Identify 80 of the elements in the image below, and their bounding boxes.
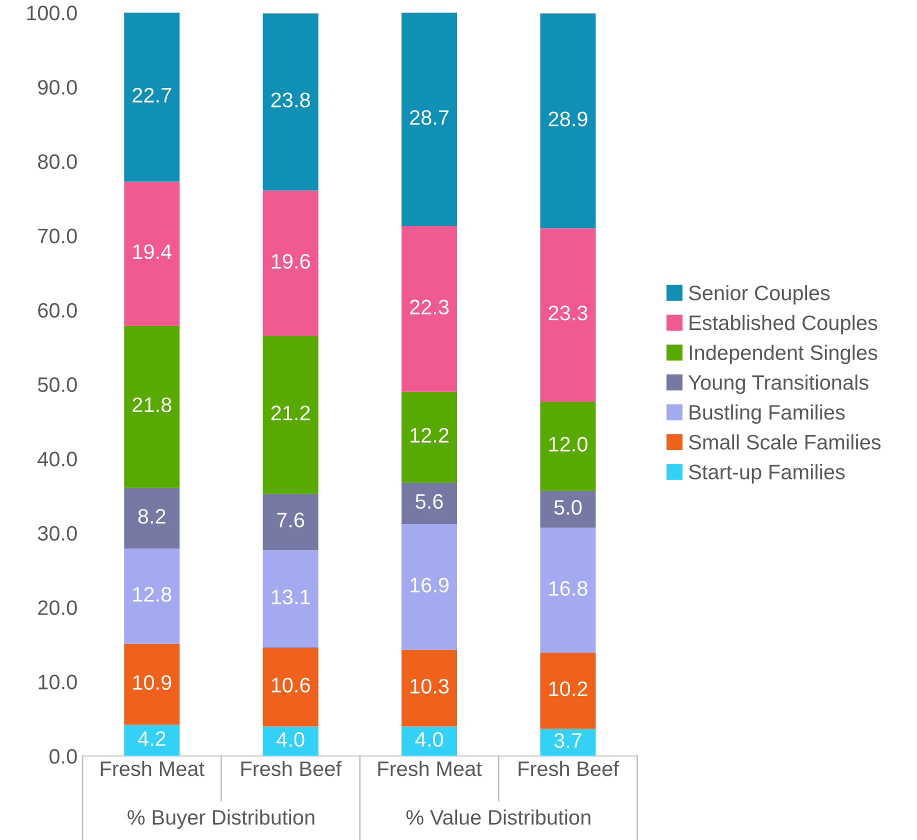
data-label: 4.2	[138, 731, 166, 746]
bar	[124, 181, 180, 326]
text: % Value Distribution	[406, 809, 590, 825]
bar	[262, 550, 318, 648]
bar	[402, 392, 458, 482]
data-label: 23.3	[548, 306, 588, 320]
y-tick-label: 80.0	[38, 154, 77, 170]
bar	[124, 488, 180, 549]
x-tick-label: Fresh Beef	[241, 760, 342, 776]
bar	[540, 228, 596, 402]
bar	[402, 650, 458, 726]
data-label: 28.9	[548, 112, 588, 126]
data-label: 12.2	[410, 428, 448, 442]
data-label: 21.8	[132, 397, 172, 412]
y-tick-label: 40.0	[38, 452, 77, 466]
bar	[262, 336, 318, 494]
legend-label: Bustling Families	[690, 404, 845, 424]
bar	[402, 482, 458, 524]
bar	[540, 528, 596, 653]
bar	[262, 190, 318, 336]
bar	[540, 728, 596, 756]
legend-label: Small Scale Families	[688, 434, 881, 450]
data-label: 28.7	[410, 110, 448, 125]
bar	[262, 647, 318, 726]
data-label: 12.0	[549, 436, 588, 452]
data-label: 3.7	[554, 733, 582, 748]
data-label: 22.7	[132, 88, 172, 102]
legend-label: Independent Singles	[690, 344, 878, 364]
data-label: 16.8	[549, 581, 588, 596]
y-tick-label: 0.0	[50, 749, 77, 764]
y-tick-label: 50.0	[38, 377, 77, 392]
bar	[540, 13, 596, 228]
data-label: 10.3	[410, 678, 449, 694]
data-label: 4.0	[415, 732, 443, 747]
y-tick-label: 30.0	[38, 526, 77, 541]
bar	[540, 401, 596, 491]
bar	[402, 524, 458, 650]
legend-label: Young Transitionals	[688, 374, 868, 394]
legend-label: Start-up Families	[688, 464, 845, 484]
data-label: 13.1	[272, 590, 310, 604]
legend-label: Established Couples	[690, 314, 878, 334]
bar	[540, 490, 596, 528]
data-label: 19.6	[272, 254, 310, 269]
y-tick-label: 90.0	[38, 80, 77, 95]
x-tick-label: Fresh Meat	[100, 760, 204, 776]
data-label: 21.2	[271, 406, 310, 420]
y-tick-label: 100.0	[27, 6, 77, 20]
data-label: 7.6	[277, 512, 304, 528]
y-tick-label: 10.0	[38, 674, 77, 690]
bar	[540, 652, 596, 728]
x-tick-label: Fresh Beef	[518, 760, 619, 776]
data-label: 22.3	[410, 300, 449, 314]
bar	[124, 326, 180, 488]
data-label: 19.4	[133, 244, 172, 260]
bar	[124, 724, 180, 756]
bar	[124, 644, 180, 725]
bar	[124, 548, 180, 644]
data-label: 23.8	[271, 92, 310, 108]
bar	[124, 12, 180, 182]
data-label: 5.6	[416, 494, 443, 509]
y-tick-label: 60.0	[38, 302, 77, 318]
data-label: 12.8	[133, 587, 172, 602]
legend-label: Senior Couples	[688, 285, 830, 304]
data-label: 16.9	[410, 578, 449, 592]
data-label: 4.0	[276, 732, 304, 747]
bar	[402, 726, 458, 756]
data-label: 10.2	[549, 681, 588, 696]
bar	[402, 12, 458, 226]
bar	[262, 13, 318, 190]
bar	[262, 726, 318, 756]
bar	[262, 494, 318, 550]
data-label: 10.6	[272, 678, 310, 692]
data-label: 10.9	[133, 675, 172, 690]
data-label: 5.0	[554, 500, 582, 515]
data-label: 8.2	[138, 508, 166, 524]
text: % Buyer Distribution	[128, 809, 314, 829]
bar	[402, 226, 458, 392]
y-tick-label: 70.0	[38, 228, 77, 244]
y-tick-label: 20.0	[38, 600, 77, 616]
x-tick-label: Fresh Meat	[378, 760, 482, 776]
